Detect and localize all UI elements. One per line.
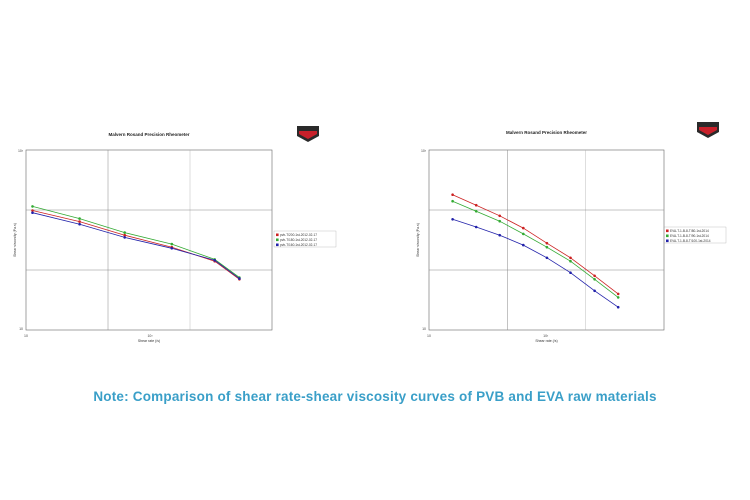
data-point <box>593 278 596 281</box>
data-point <box>616 292 620 296</box>
data-point <box>170 247 174 250</box>
plot-frame <box>25 149 273 331</box>
data-point <box>522 232 525 236</box>
series-line <box>452 218 619 308</box>
data-point <box>498 214 502 218</box>
data-point <box>78 217 81 220</box>
data-point <box>31 209 34 212</box>
data-point <box>522 243 525 247</box>
x-tick-label: 10 <box>427 334 431 338</box>
plot-frame <box>428 149 665 331</box>
legend-label: EVA-T-1-B-8-T/90-1st-2014 <box>670 234 709 238</box>
chart-title: Malvern Rosand Precision Rheometer <box>506 130 587 135</box>
x-tick-label: 10³ <box>543 334 549 338</box>
series-line <box>32 206 240 278</box>
legend-swatch <box>666 234 669 238</box>
x-axis-label: Shear rate (/s) <box>138 339 160 343</box>
data-point <box>78 220 81 223</box>
data-point <box>545 245 549 249</box>
y-axis-label: Shear viscosity (Pa.s) <box>416 223 420 257</box>
data-point <box>123 236 126 239</box>
data-point <box>474 210 478 213</box>
data-point <box>569 271 572 275</box>
x-tick-label: 10 <box>24 334 28 338</box>
rheometer-logo <box>697 122 719 138</box>
legend-swatch <box>666 239 669 243</box>
data-point <box>616 305 620 309</box>
data-point <box>593 274 596 278</box>
legend-swatch <box>276 238 279 242</box>
x-tick-label: 10³ <box>147 334 153 338</box>
data-point <box>569 259 572 263</box>
data-point <box>451 218 454 221</box>
data-point <box>123 233 126 237</box>
chart-title: Malvern Rosand Precision Rheometer <box>108 132 189 137</box>
series-line <box>32 210 240 280</box>
data-point <box>123 231 126 234</box>
data-point <box>238 277 241 280</box>
data-point <box>545 256 549 260</box>
data-point <box>522 226 525 230</box>
series-line <box>452 200 619 298</box>
data-point <box>451 199 454 203</box>
data-point <box>474 225 478 229</box>
data-point <box>498 233 502 237</box>
data-point <box>213 259 216 262</box>
legend-swatch <box>276 243 279 247</box>
logo-stripe-shape <box>299 131 317 139</box>
data-point <box>593 289 596 293</box>
logo-stripe-shape <box>699 127 717 135</box>
legend-label: EVA-T-1-B-8-T/100-1st-2014 <box>670 239 711 243</box>
data-point <box>474 203 478 207</box>
y-tick-label: 10³ <box>421 149 427 153</box>
data-point <box>545 241 549 245</box>
data-point <box>498 219 502 223</box>
y-tick-label: 10³ <box>18 149 24 153</box>
y-tick-label: 10 <box>19 327 23 331</box>
data-point <box>616 296 620 299</box>
data-point <box>31 211 34 214</box>
legend-box <box>663 226 727 244</box>
legend-box <box>273 230 337 248</box>
series-line <box>452 194 619 295</box>
y-tick-label: 10 <box>422 327 426 331</box>
legend-swatch <box>666 229 669 233</box>
legend-label: pvb-T/160-1st-2012-02-17 <box>280 243 317 247</box>
legend-swatch <box>276 233 279 237</box>
data-point <box>31 205 34 208</box>
legend-label: EVA-T-1-B-8-T/80-1st-2014 <box>670 229 709 233</box>
legend-label: pvb-T/180-1st-2012-02-17 <box>280 238 317 242</box>
data-point <box>170 242 174 246</box>
x-axis-label: Shear rate (/s) <box>535 339 557 343</box>
rheometer-logo <box>297 126 319 142</box>
y-axis-label: Shear viscosity (Pa.s) <box>13 223 17 257</box>
legend-label: pvb-T/200-1st-2012-02-17 <box>280 233 317 237</box>
series-line <box>32 212 240 279</box>
data-point <box>451 193 454 196</box>
caption-note: Note: Comparison of shear rate-shear vis… <box>93 389 657 404</box>
data-point <box>569 256 572 260</box>
data-point <box>78 222 81 226</box>
